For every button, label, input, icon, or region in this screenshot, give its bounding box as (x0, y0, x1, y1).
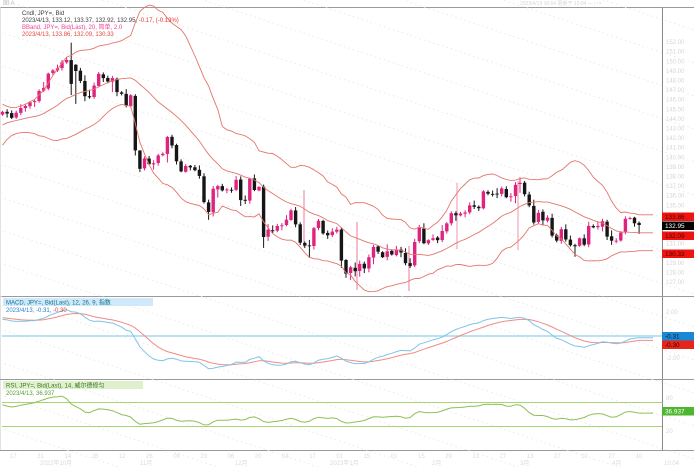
svg-text:31: 31 (37, 454, 44, 460)
svg-text:80: 80 (666, 396, 673, 402)
svg-text:144.00: 144.00 (666, 117, 685, 123)
svg-text:27: 27 (500, 454, 507, 460)
svg-text:03: 03 (282, 454, 289, 460)
svg-text:128.00: 128.00 (666, 271, 685, 277)
svg-text:132.09: 132.09 (665, 233, 685, 240)
svg-text:23: 23 (200, 454, 207, 460)
svg-text:4月: 4月 (612, 460, 621, 467)
svg-text:2022年10月: 2022年10月 (40, 459, 72, 467)
svg-text:12月: 12月 (235, 460, 248, 467)
svg-text:26: 26 (146, 454, 153, 460)
svg-text:12: 12 (119, 454, 126, 460)
svg-text:131.00: 131.00 (666, 242, 685, 248)
svg-text:MACD, JPY=, Bid(Last), 12, 26,: MACD, JPY=, Bid(Last), 12, 26, 9, 指数 (6, 299, 111, 307)
svg-text:129.00: 129.00 (666, 261, 685, 267)
svg-text:145.00: 145.00 (666, 107, 685, 113)
svg-text:27: 27 (608, 454, 615, 460)
svg-text:146.00: 146.00 (666, 98, 685, 104)
svg-text:139.00: 139.00 (666, 165, 685, 171)
svg-text:2023/4/13, 133.12, 133.37, 132: 2023/4/13, 133.12, 133.37, 132.92, 132.9… (22, 18, 179, 24)
svg-text:133.86: 133.86 (665, 214, 685, 221)
svg-text:13: 13 (527, 454, 534, 460)
svg-text:151.00: 151.00 (666, 50, 685, 56)
svg-text:36.937: 36.937 (665, 409, 685, 416)
svg-text:2023年1月: 2023年1月 (330, 459, 359, 467)
svg-text:28: 28 (92, 454, 99, 460)
svg-text:152.00: 152.00 (666, 40, 685, 46)
svg-text:143.00: 143.00 (666, 127, 685, 133)
svg-text:130.33: 130.33 (665, 251, 685, 258)
svg-text:10: 10 (581, 454, 588, 460)
svg-text:13: 13 (472, 454, 479, 460)
svg-text:2023/4/13, 133.86, 132.09, 130: 2023/4/13, 133.86, 132.09, 130.33 (22, 32, 114, 38)
svg-text:15: 15 (418, 454, 425, 460)
svg-text:138.00: 138.00 (666, 175, 685, 181)
svg-text:10:04: 10:04 (664, 461, 680, 467)
svg-text:3月: 3月 (520, 460, 529, 467)
svg-text:06: 06 (228, 454, 235, 460)
svg-text:127.00: 127.00 (666, 280, 685, 286)
svg-text:20: 20 (255, 454, 262, 460)
svg-text:141.00: 141.00 (666, 146, 685, 152)
svg-text:-0.31: -0.31 (665, 334, 680, 341)
svg-text:11月: 11月 (140, 460, 152, 467)
svg-text:148.00: 148.00 (666, 79, 685, 85)
svg-text:RSI, JPY=, Bid(Last), 14, 威尔德修: RSI, JPY=, Bid(Last), 14, 威尔德修匀 (6, 382, 105, 390)
svg-text:2月: 2月 (432, 460, 441, 467)
svg-text:2023/4/13, 36.937: 2023/4/13, 36.937 (6, 391, 55, 397)
svg-text:2.00: 2.00 (666, 310, 678, 316)
svg-text:17: 17 (309, 454, 316, 460)
svg-text:150.00: 150.00 (666, 59, 685, 65)
svg-text:Cndl, JPY=, Bid: Cndl, JPY=, Bid (22, 11, 64, 17)
svg-text:-2.00: -2.00 (666, 356, 680, 362)
svg-text:14: 14 (64, 454, 71, 460)
svg-text:140.00: 140.00 (666, 155, 685, 161)
svg-text:图 A: 图 A (3, 0, 15, 7)
svg-text:136.00: 136.00 (666, 194, 685, 200)
svg-text:149.00: 149.00 (666, 69, 685, 75)
svg-text:29: 29 (445, 454, 452, 460)
svg-text:17: 17 (10, 454, 17, 460)
svg-text:147.00: 147.00 (666, 88, 685, 94)
svg-text:132.95: 132.95 (665, 223, 685, 230)
svg-text:01: 01 (391, 454, 398, 460)
svg-text:-0.30: -0.30 (665, 342, 680, 349)
svg-text:20: 20 (666, 429, 673, 435)
svg-text:2023/4/13, -0.31, -0.30: 2023/4/13, -0.31, -0.30 (6, 308, 67, 314)
svg-text:2023/4/13 16:04 更新于 10:04 —: 2023/4/13 16:04 更新于 10:04 — □ × (520, 0, 602, 7)
svg-text:15: 15 (364, 454, 371, 460)
svg-text:01: 01 (336, 454, 343, 460)
svg-text:27: 27 (554, 454, 561, 460)
svg-text:09: 09 (173, 454, 180, 460)
svg-text:135.00: 135.00 (666, 203, 685, 209)
svg-text:10: 10 (636, 454, 643, 460)
svg-text:142.00: 142.00 (666, 136, 685, 142)
svg-text:137.00: 137.00 (666, 184, 685, 190)
svg-text:BBand, JPY=, Bid(Last), 20, 简单: BBand, JPY=, Bid(Last), 20, 简单, 2.0 (22, 23, 123, 31)
